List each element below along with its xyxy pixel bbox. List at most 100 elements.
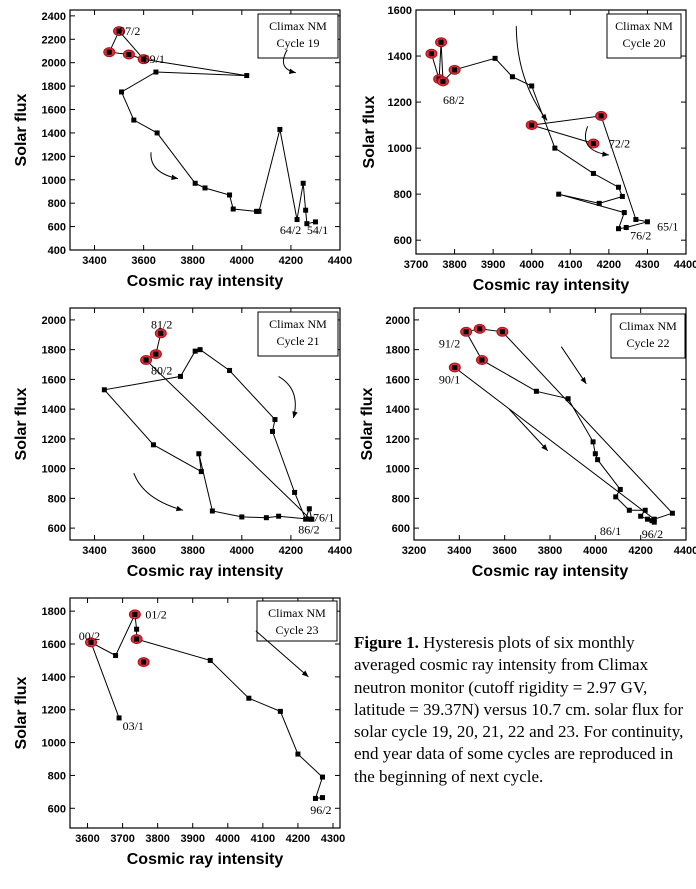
data-point [106,49,112,55]
y-tick-label: 800 [392,493,410,505]
direction-arrow [150,152,179,180]
point-label: 76/1 [313,511,334,525]
x-tick-label: 4200 [279,255,303,267]
y-tick-label: 600 [394,235,412,247]
data-point [158,330,164,336]
plot-frame [69,597,341,829]
data-point [592,451,598,457]
data-point [440,78,446,84]
data-point [198,469,204,475]
legend-entry: Climax NM [268,606,326,620]
data-point [552,145,558,151]
data-point [533,388,539,394]
data-point [638,513,644,519]
x-tick-label: 4100 [558,259,582,271]
y-tick-label: 1600 [388,5,412,17]
point-label: 01/2 [145,607,166,621]
point-label: 65/1 [657,219,678,233]
plot-frame [415,9,687,255]
legend-box [606,13,682,59]
y-tick-label: 800 [48,493,66,505]
data-point [141,56,147,62]
data-point [134,636,140,642]
point-label: 96/2 [310,803,331,817]
chart-panel: 3400 3600 3800 4000 4200 4400 600 800 1000 1200 14… [13,307,352,580]
legend-entry: Cycle 22 [627,336,670,350]
point-label: 54/1 [307,223,328,237]
data-point [499,329,505,335]
x-axis-label: Cosmic ray intensity [127,273,284,290]
data-point [244,73,250,79]
y-tick-label: 1200 [42,434,66,446]
y-tick-label: 600 [48,222,66,234]
legend-entry: Climax NM [615,19,673,33]
direction-arrow [255,630,309,678]
data-point [613,494,619,500]
y-tick-label: 1400 [42,672,66,684]
data-point [304,221,310,227]
y-axis-label: Solar flux [359,387,376,460]
data-point [239,514,245,520]
y-tick-label: 1000 [42,464,66,476]
direction-arrow [560,346,587,385]
y-tick-label: 1400 [388,51,412,63]
data-point [227,367,233,373]
legend-entry: Cycle 19 [277,36,320,50]
point-label: 76/2 [630,229,651,243]
y-tick-label: 1800 [42,81,66,93]
data-point [294,217,300,223]
x-tick-label: 3400 [82,545,106,557]
data-point [669,510,675,516]
x-tick-label: 3400 [82,255,106,267]
x-axis-label: Cosmic ray intensity [127,563,284,580]
caption-text: Hysteresis plots of six monthly averaged… [354,633,684,786]
data-point [209,508,215,514]
data-point [452,364,458,370]
point-label: 68/2 [443,93,464,107]
x-tick-label: 4400 [674,545,696,557]
y-tick-label: 1800 [386,345,410,357]
series-line [430,42,648,230]
data-point [319,774,325,780]
x-tick-label: 4200 [597,259,621,271]
y-tick-label: 2400 [42,11,66,23]
x-tick-label: 3800 [538,545,562,557]
legend-entry: Climax NM [619,319,677,333]
data-point [153,69,159,75]
data-point [141,659,147,665]
data-point [197,347,203,353]
x-axis-label: Cosmic ray intensity [472,563,629,580]
data-point [202,185,208,191]
data-point [642,507,648,513]
data-point [292,489,298,495]
y-axis-label: Solar flux [13,676,30,749]
chart-panel: 3200 3400 3600 3800 4000 4200 4400 600 800 1000 12… [359,307,696,580]
data-point [276,513,282,519]
x-tick-label: 4000 [519,259,543,271]
x-tick-label: 3200 [402,545,426,557]
y-axis-label: Solar flux [361,95,378,168]
data-point [644,516,650,522]
point-label: 86/2 [298,523,319,537]
point-label: 00/2 [79,629,100,643]
point-label: 96/2 [642,527,663,541]
y-tick-label: 1000 [42,738,66,750]
data-point [196,451,202,457]
x-tick-label: 4300 [635,259,659,271]
chart-panel: 3700 3800 3900 4000 4100 4200 4300 4400 600 800 10… [361,5,696,294]
legend-entry: Cycle 23 [276,623,319,637]
data-point [616,184,621,190]
y-tick-label: 600 [48,803,66,815]
y-tick-label: 1600 [42,639,66,651]
x-tick-label: 3600 [75,833,99,845]
x-tick-label: 4000 [216,833,240,845]
x-tick-label: 3800 [145,833,169,845]
y-tick-label: 800 [394,189,412,201]
y-tick-label: 2000 [42,58,66,70]
x-tick-label: 3400 [447,545,471,557]
data-point [150,442,156,448]
arrow-head [175,505,183,512]
data-point [477,326,483,332]
series-line [90,612,324,799]
y-tick-label: 1600 [386,374,410,386]
